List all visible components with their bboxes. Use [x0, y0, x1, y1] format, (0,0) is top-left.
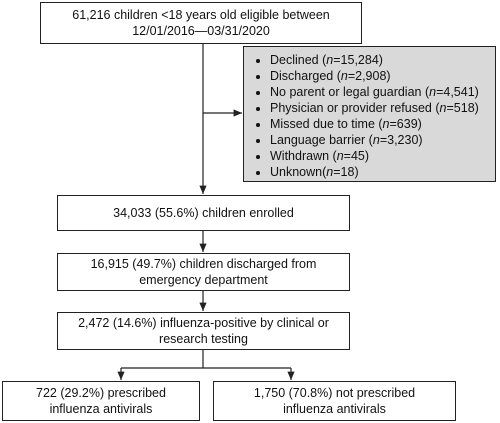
- exclusion-item: Declined (n=15,284): [270, 52, 495, 68]
- exclusion-item: Language barrier (n=3,230): [270, 132, 495, 148]
- exclusion-text: n: [372, 133, 380, 147]
- node-text: 34,033 (55.6%) children enrolled: [113, 206, 294, 220]
- exclusion-text: n: [429, 85, 437, 99]
- exclusion-text: =15,284): [333, 53, 383, 67]
- node-text: 12/01/2016—03/31/2020: [132, 24, 270, 38]
- exclusion-text: =518): [446, 101, 479, 115]
- node-text: influenza antivirals: [283, 402, 386, 416]
- exclusion-text: n: [326, 53, 334, 67]
- node-text: 2,472 (14.6%) influenza-positive by clin…: [78, 316, 329, 330]
- node-box: 1,750 (70.8%) not prescribed influenza an…: [213, 381, 456, 421]
- exclusion-item: Unknown(n=18): [270, 164, 495, 180]
- exclusion-item: Withdrawn (n=45): [270, 148, 495, 164]
- node-text: influenza antivirals: [49, 402, 153, 416]
- exclusion-text: n: [326, 165, 334, 179]
- exclusion-text: =2,908): [347, 69, 391, 83]
- node-box: 722 (29.2%) prescribed influenza antivira…: [2, 381, 200, 421]
- node-text: research testing: [159, 332, 248, 346]
- exclusion-list: Declined (n=15,284)Discharged (n=2,908)N…: [244, 47, 495, 180]
- exclusion-text: =18): [333, 165, 359, 179]
- node-text: emergency department: [139, 273, 268, 287]
- exclusion-text: =639): [389, 117, 422, 131]
- exclusion-text: Missed due to time (: [270, 117, 383, 131]
- exclusion-text: Physician or provider refused (: [270, 101, 440, 115]
- exclusion-text: =4,541): [436, 85, 479, 99]
- exclusion-box: Declined (n=15,284)Discharged (n=2,908)N…: [243, 46, 496, 182]
- exclusion-text: Discharged (: [270, 69, 341, 83]
- node-text: 722 (29.2%) prescribed: [36, 386, 166, 400]
- node-text: 61,216 children <18 years old eligible b…: [72, 8, 330, 22]
- exclusion-text: n: [340, 69, 348, 83]
- node-text: 16,915 (49.7%) children discharged from: [90, 257, 317, 271]
- exclusion-text: No parent or legal guardian (: [270, 85, 430, 99]
- exclusion-text: Language barrier (: [270, 133, 373, 147]
- exclusion-item: No parent or legal guardian (n=4,541): [270, 84, 495, 100]
- node-box: 16,915 (49.7%) children discharged from e…: [57, 253, 350, 291]
- exclusion-text: n: [439, 101, 447, 115]
- exclusion-text: Unknown(: [270, 165, 327, 179]
- exclusion-text: Declined (: [270, 53, 327, 67]
- exclusion-item: Missed due to time (n=639): [270, 116, 495, 132]
- node-box: 2,472 (14.6%) influenza-positive by clin…: [57, 312, 350, 350]
- exclusion-text: =45): [343, 149, 370, 163]
- exclusion-text: n: [336, 149, 344, 163]
- exclusion-text: Withdrawn (: [270, 149, 337, 163]
- exclusion-text: n: [382, 117, 390, 131]
- exclusion-item: Physician or provider refused (n=518): [270, 100, 495, 116]
- exclusion-item: Discharged (n=2,908): [270, 68, 495, 84]
- node-box: 61,216 children <18 years old eligible b…: [40, 2, 362, 44]
- exclusion-text: =3,230): [379, 133, 423, 147]
- node-text: 1,750 (70.8%) not prescribed: [253, 386, 416, 400]
- node-box: 34,033 (55.6%) children enrolled: [57, 195, 350, 231]
